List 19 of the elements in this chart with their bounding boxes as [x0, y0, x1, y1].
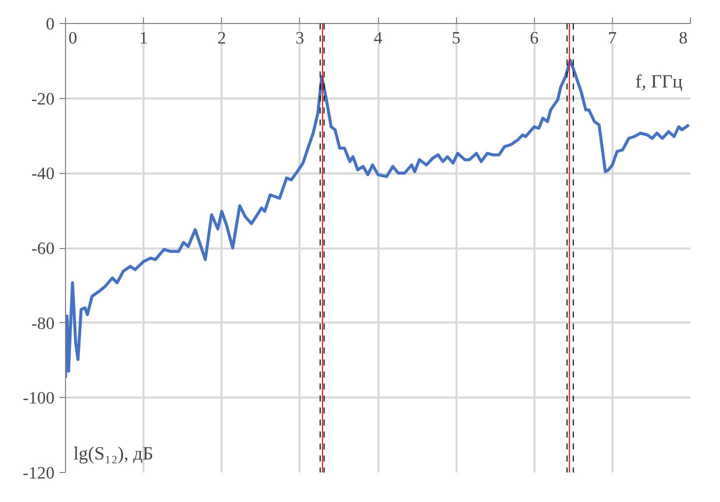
x-tick-label: 3	[296, 28, 304, 48]
y-tick-label: -60	[31, 239, 55, 258]
line-series	[66, 58, 690, 380]
y-tick-label: -40	[31, 164, 55, 184]
x-tick-label: 0	[68, 28, 78, 48]
x-tick-label: 1	[139, 28, 148, 48]
x-axis-title: f, ГГц	[635, 72, 683, 92]
y-tick-label: -100	[22, 388, 55, 408]
x-tick-label: 5	[452, 28, 460, 48]
y-axis-title: lg(S₁₂), дБ	[74, 444, 154, 464]
x-tick-label: 8	[678, 28, 688, 48]
x-tick-label: 6	[530, 28, 539, 48]
x-tick-label: 4	[374, 28, 383, 48]
x-tick-label: 7	[608, 28, 618, 48]
y-tick-label: -20	[31, 89, 55, 108]
y-tick-label: -80	[31, 314, 55, 333]
x-tick-label: 2	[217, 28, 226, 48]
y-tick-label: 0	[46, 14, 55, 34]
y-tick-label: -120	[22, 464, 55, 482]
